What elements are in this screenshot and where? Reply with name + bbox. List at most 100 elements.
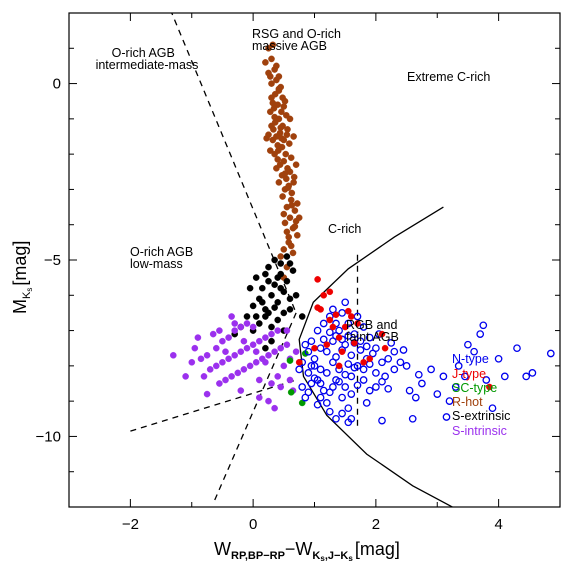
point-r-hot bbox=[291, 223, 299, 230]
point-n-type bbox=[500, 372, 509, 381]
point-s-extrinsic bbox=[265, 277, 272, 285]
point-n-type bbox=[341, 298, 350, 307]
point-s-extrinsic bbox=[289, 267, 297, 274]
x-tick-label: 4 bbox=[494, 516, 502, 533]
point-s-intrinsic bbox=[188, 358, 196, 366]
point-n-type bbox=[372, 369, 380, 377]
point-n-type bbox=[347, 372, 356, 381]
point-j-type bbox=[314, 304, 321, 311]
point-r-hot bbox=[274, 141, 282, 149]
point-n-type bbox=[365, 333, 374, 342]
point-n-type bbox=[301, 340, 310, 349]
point-n-type bbox=[298, 383, 307, 391]
point-r-hot bbox=[281, 219, 289, 227]
point-n-type bbox=[479, 321, 488, 330]
point-n-type bbox=[372, 383, 380, 391]
point-r-hot bbox=[280, 246, 288, 253]
point-s-intrinsic bbox=[231, 327, 238, 334]
point-s-intrinsic bbox=[182, 373, 189, 380]
point-n-type bbox=[304, 369, 313, 377]
region-labels: O-rich AGB intermediate-mass RSG and O-r… bbox=[96, 27, 491, 344]
point-n-type bbox=[329, 383, 337, 391]
point-n-type bbox=[464, 340, 472, 349]
point-n-type bbox=[347, 390, 356, 398]
point-s-intrinsic bbox=[255, 376, 263, 384]
point-s-intrinsic bbox=[265, 397, 272, 405]
point-s-intrinsic bbox=[228, 373, 235, 380]
point-n-type bbox=[362, 342, 371, 351]
point-r-hot bbox=[279, 94, 286, 101]
point-n-type bbox=[319, 319, 328, 328]
point-sc-type bbox=[286, 357, 294, 364]
point-n-type bbox=[378, 358, 386, 367]
point-s-intrinsic bbox=[212, 344, 220, 352]
point-n-type bbox=[344, 404, 353, 413]
point-j-type bbox=[341, 323, 349, 331]
point-n-type bbox=[347, 351, 356, 360]
point-s-intrinsic bbox=[262, 358, 269, 366]
point-n-type bbox=[414, 370, 423, 379]
point-r-hot bbox=[280, 157, 288, 165]
point-n-type bbox=[341, 370, 350, 379]
point-n-type bbox=[513, 344, 521, 353]
region-boundaries bbox=[130, 13, 454, 507]
y-axis-title-main: M bbox=[10, 299, 30, 314]
point-s-intrinsic bbox=[203, 351, 211, 359]
point-r-hot bbox=[287, 154, 295, 161]
point-s-extrinsic bbox=[274, 298, 282, 306]
point-s-intrinsic bbox=[243, 320, 251, 327]
point-r-hot bbox=[268, 55, 275, 63]
point-s-intrinsic bbox=[216, 327, 223, 334]
point-s-extrinsic bbox=[265, 263, 272, 271]
point-s-extrinsic bbox=[274, 274, 282, 281]
point-n-type bbox=[332, 414, 340, 423]
point-n-type bbox=[313, 326, 322, 335]
series-r-hot bbox=[262, 41, 303, 281]
point-n-type bbox=[316, 365, 325, 374]
point-s-intrinsic bbox=[262, 334, 269, 341]
point-r-hot bbox=[282, 150, 290, 158]
point-s-intrinsic bbox=[200, 373, 208, 380]
point-n-type bbox=[402, 362, 411, 370]
point-n-type bbox=[454, 362, 463, 370]
point-r-hot bbox=[285, 140, 293, 147]
y-axis-title-sub: K bbox=[21, 291, 33, 299]
point-s-intrinsic bbox=[252, 358, 260, 366]
point-r-hot bbox=[266, 73, 274, 80]
point-n-type bbox=[338, 393, 346, 402]
point-n-type bbox=[332, 353, 340, 361]
point-n-type bbox=[390, 347, 399, 356]
region-label-rsg-line-1: RSG and O-rich bbox=[252, 27, 341, 41]
point-n-type bbox=[476, 330, 485, 338]
point-j-type bbox=[335, 334, 343, 341]
point-s-intrinsic bbox=[231, 320, 238, 327]
point-n-type bbox=[522, 372, 531, 381]
point-n-type bbox=[304, 347, 313, 356]
point-n-type bbox=[488, 404, 497, 413]
point-n-type bbox=[325, 328, 334, 337]
point-s-extrinsic bbox=[271, 281, 278, 289]
y-tick-label: 0 bbox=[53, 76, 61, 93]
point-s-intrinsic bbox=[222, 348, 229, 356]
x-axis-title-unit: [mag] bbox=[355, 539, 400, 559]
region-label-oagb-lm: O-rich AGB low-mass bbox=[130, 245, 197, 271]
point-r-hot bbox=[269, 99, 277, 107]
point-s-intrinsic bbox=[277, 344, 285, 352]
point-j-type bbox=[295, 358, 303, 366]
point-n-type bbox=[494, 354, 503, 363]
point-s-intrinsic bbox=[268, 380, 275, 387]
point-j-type bbox=[366, 355, 374, 363]
x-tick-label: 0 bbox=[249, 516, 257, 533]
point-n-type bbox=[378, 377, 386, 386]
point-n-type bbox=[319, 335, 328, 344]
y-axis-title: MKs [mag] bbox=[10, 241, 34, 314]
point-s-intrinsic bbox=[283, 341, 291, 349]
point-r-hot bbox=[269, 41, 277, 49]
point-r-hot bbox=[268, 80, 275, 87]
point-n-type bbox=[396, 358, 405, 367]
point-r-hot bbox=[284, 184, 292, 191]
point-r-hot bbox=[271, 113, 278, 121]
point-r-hot bbox=[295, 214, 303, 221]
point-r-hot bbox=[283, 131, 291, 138]
